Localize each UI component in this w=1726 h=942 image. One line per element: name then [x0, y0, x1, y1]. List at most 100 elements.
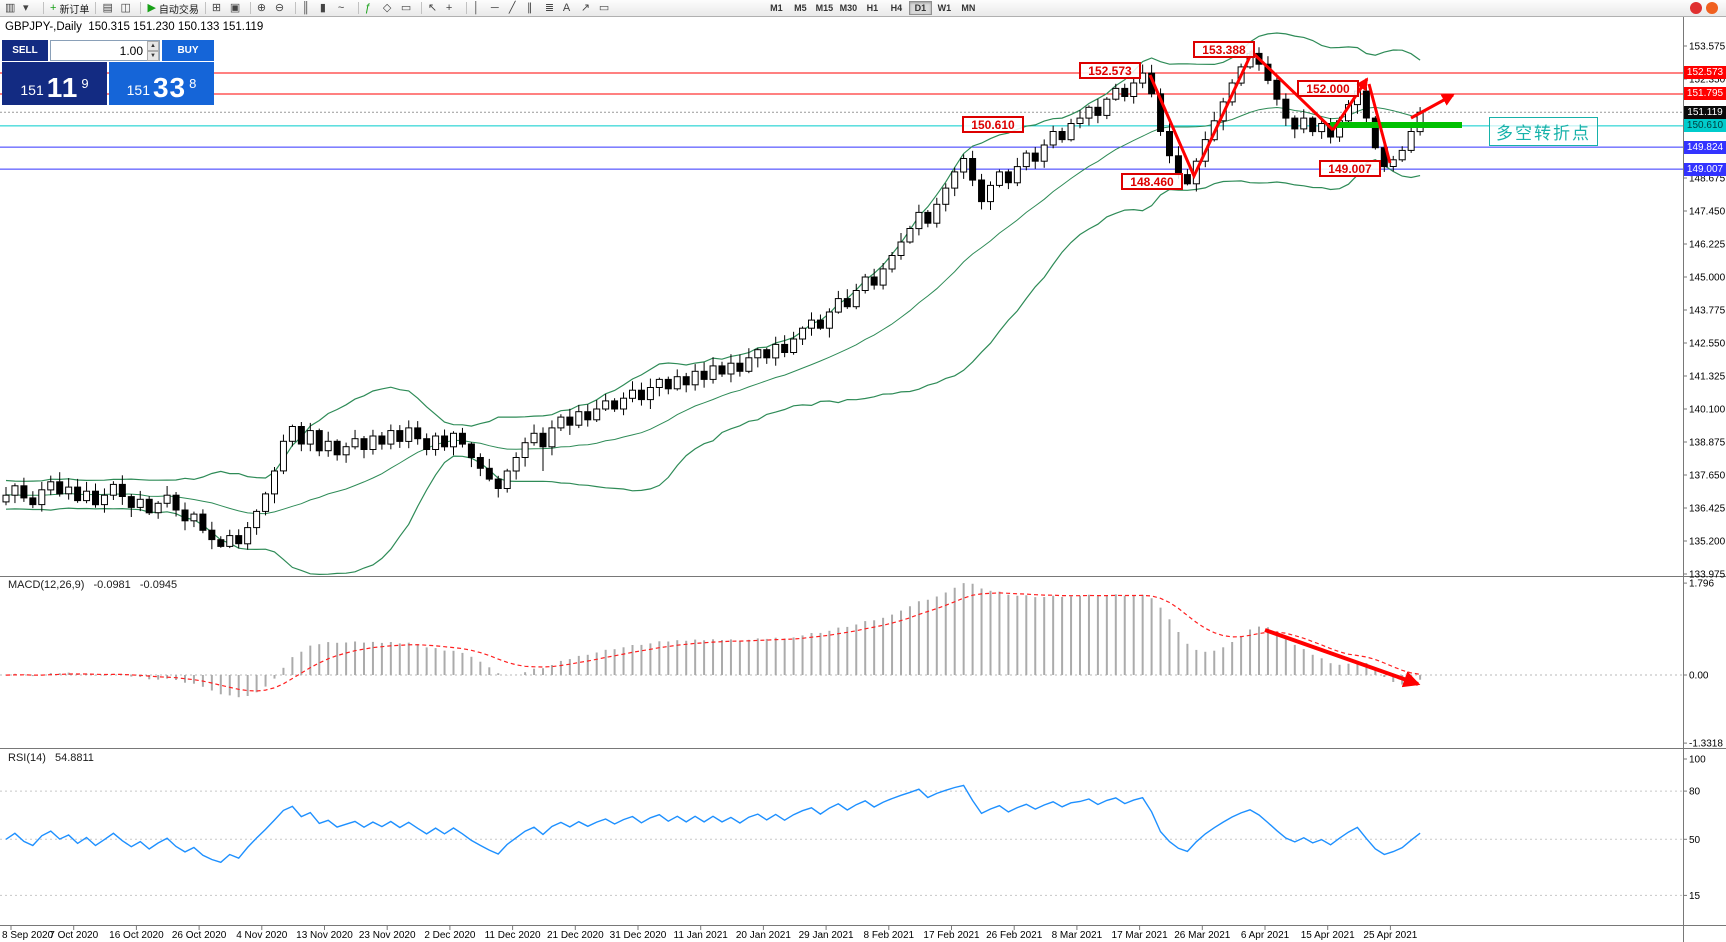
channel-icon[interactable]: ∥	[525, 1, 543, 16]
cascade-windows-icon[interactable]: ▣	[228, 1, 246, 16]
svg-text:17 Mar 2021: 17 Mar 2021	[1112, 930, 1169, 941]
tile-windows-icon[interactable]: ⊞	[210, 1, 228, 16]
macd-title: MACD(12,26,9)	[8, 579, 85, 591]
axis-price-tag: 149.007	[1684, 163, 1726, 176]
timeframe-H4[interactable]: H4	[885, 1, 908, 15]
price-annotation[interactable]: 153.388	[1193, 41, 1255, 58]
price-annotation[interactable]: 150.610	[962, 116, 1024, 133]
svg-text:100: 100	[1689, 755, 1706, 766]
svg-text:26 Mar 2021: 26 Mar 2021	[1174, 930, 1231, 941]
notification-icon[interactable]	[1706, 2, 1718, 14]
price-annotation[interactable]: 152.000	[1297, 80, 1359, 97]
shapes-icon: ▭	[598, 1, 610, 14]
time-axis[interactable]	[0, 926, 1683, 942]
toolbar: ▥ ▾ + 新订单 ▤ ◫ ▶ 自动交易 ⊞ ▣ ⊕ ⊖ ║ ▮ ~ ƒ ◇ ▭ ↖ + │ ─ ╱ ∥ ≣ A ↗ ▭ M1 M5 M15…	[0, 0, 1726, 17]
axis-price-tag: 152.573	[1684, 66, 1726, 79]
svg-text:80: 80	[1689, 787, 1701, 798]
svg-text:31 Dec 2020: 31 Dec 2020	[610, 930, 667, 941]
zoom-in-icon[interactable]: ⊕	[255, 1, 273, 16]
svg-text:1.796: 1.796	[1689, 579, 1714, 590]
zoom-in-icon: ⊕	[256, 1, 267, 14]
alert-icon[interactable]	[1690, 2, 1702, 14]
chart-plot-area[interactable]	[0, 17, 1683, 576]
turning-point-label[interactable]: 多空转折点	[1489, 117, 1598, 146]
toolbar-separator	[140, 2, 142, 14]
toolbar-separator	[294, 2, 296, 14]
candlestick-series	[2, 47, 1424, 550]
price-annotation[interactable]: 149.007	[1319, 160, 1381, 177]
line-chart-icon: ~	[337, 1, 345, 14]
toolbar-separator	[43, 2, 44, 14]
indicators-icon[interactable]: ƒ	[363, 1, 381, 16]
trendline-icon[interactable]: ╱	[507, 1, 525, 16]
market-watch-icon[interactable]: ▤	[100, 1, 118, 16]
fibonacci-icon[interactable]: ≣	[543, 1, 561, 16]
analysis-drawings[interactable]	[1148, 49, 1462, 180]
periods-icon[interactable]: ◇	[381, 1, 399, 16]
svg-text:145.000: 145.000	[1689, 273, 1726, 284]
timeframe-M5[interactable]: M5	[789, 1, 812, 15]
toolbar-separator	[95, 2, 97, 14]
autotrade-button[interactable]: ▶ 自动交易	[145, 1, 200, 16]
new-order-icon: +	[50, 1, 57, 14]
svg-text:26 Oct 2020: 26 Oct 2020	[172, 930, 227, 941]
candlestick-chart-icon[interactable]: ▮	[318, 1, 336, 16]
buy-button[interactable]: BUY	[162, 40, 214, 61]
volume-down-button[interactable]: ▼	[147, 51, 159, 61]
macd-signal-line	[5, 592, 1421, 692]
svg-text:7 Oct 2020: 7 Oct 2020	[49, 930, 98, 941]
red-forecast-arrow	[1410, 93, 1455, 120]
svg-text:15 Apr 2021: 15 Apr 2021	[1301, 930, 1355, 941]
line-chart-icon[interactable]: ~	[336, 1, 354, 16]
new-chart-icon[interactable]: ▥	[3, 1, 21, 16]
bid-price-pips: 11	[46, 72, 79, 103]
fibonacci-icon: ≣	[544, 1, 555, 14]
arrow-tool-icon[interactable]: ↗	[579, 1, 597, 16]
timeframe-M30[interactable]: M30	[837, 1, 860, 15]
svg-text:11 Jan 2021: 11 Jan 2021	[674, 930, 729, 941]
ask-price[interactable]: 151 33 8	[109, 62, 214, 105]
svg-text:20 Jan 2021: 20 Jan 2021	[736, 930, 791, 941]
new-order-button[interactable]: + 新订单	[48, 1, 91, 16]
timeframe-D1[interactable]: D1	[908, 1, 932, 15]
vertical-line-icon: │	[472, 1, 480, 14]
timeframe-MN[interactable]: MN	[957, 1, 980, 15]
cursor-icon[interactable]: ↖	[426, 1, 444, 16]
toolbar-separator	[357, 2, 359, 14]
ask-price-point: 8	[189, 76, 197, 91]
ask-price-pips: 33	[152, 72, 187, 103]
shapes-icon[interactable]: ▭	[597, 1, 615, 16]
volume-spinner: ▲ ▼	[50, 40, 160, 61]
toolbar-separator	[465, 2, 467, 14]
bid-price[interactable]: 151 11 9	[2, 62, 107, 105]
rsi-value: 54.8811	[54, 752, 94, 764]
timeframe-M1[interactable]: M1	[765, 1, 788, 15]
timeframe-M15[interactable]: M15	[813, 1, 836, 15]
timeframe-W1[interactable]: W1	[933, 1, 956, 15]
crosshair-icon[interactable]: +	[444, 1, 462, 16]
bar-chart-icon: ║	[301, 1, 310, 14]
volume-input[interactable]	[51, 42, 159, 59]
price-annotation[interactable]: 148.460	[1121, 173, 1183, 190]
rsi-panel-area[interactable]	[0, 749, 1683, 925]
svg-text:153.575: 153.575	[1689, 42, 1726, 53]
macd-panel-area[interactable]	[0, 577, 1683, 748]
navigator-icon[interactable]: ◫	[118, 1, 136, 16]
text-label-icon[interactable]: A	[561, 1, 579, 16]
zoom-out-icon[interactable]: ⊖	[273, 1, 291, 16]
timeframe-toolbar: M1 M5 M15 M30 H1 H4 D1 W1 MN	[765, 1, 980, 15]
timeframe-H1[interactable]: H1	[861, 1, 884, 15]
chart-dropdown-icon[interactable]: ▾	[21, 1, 39, 16]
templates-icon[interactable]: ▭	[399, 1, 417, 16]
svg-text:142.550: 142.550	[1689, 339, 1726, 350]
volume-up-button[interactable]: ▲	[147, 41, 159, 51]
svg-text:16 Oct 2020: 16 Oct 2020	[109, 930, 164, 941]
svg-text:8 Feb 2021: 8 Feb 2021	[863, 930, 914, 941]
price-annotation[interactable]: 152.573	[1079, 62, 1141, 79]
horizontal-line-icon[interactable]: ─	[489, 1, 507, 16]
bar-chart-icon[interactable]: ║	[300, 1, 318, 16]
svg-text:2 Dec 2020: 2 Dec 2020	[424, 930, 476, 941]
sell-button[interactable]: SELL	[2, 40, 48, 61]
vertical-line-icon[interactable]: │	[471, 1, 489, 16]
